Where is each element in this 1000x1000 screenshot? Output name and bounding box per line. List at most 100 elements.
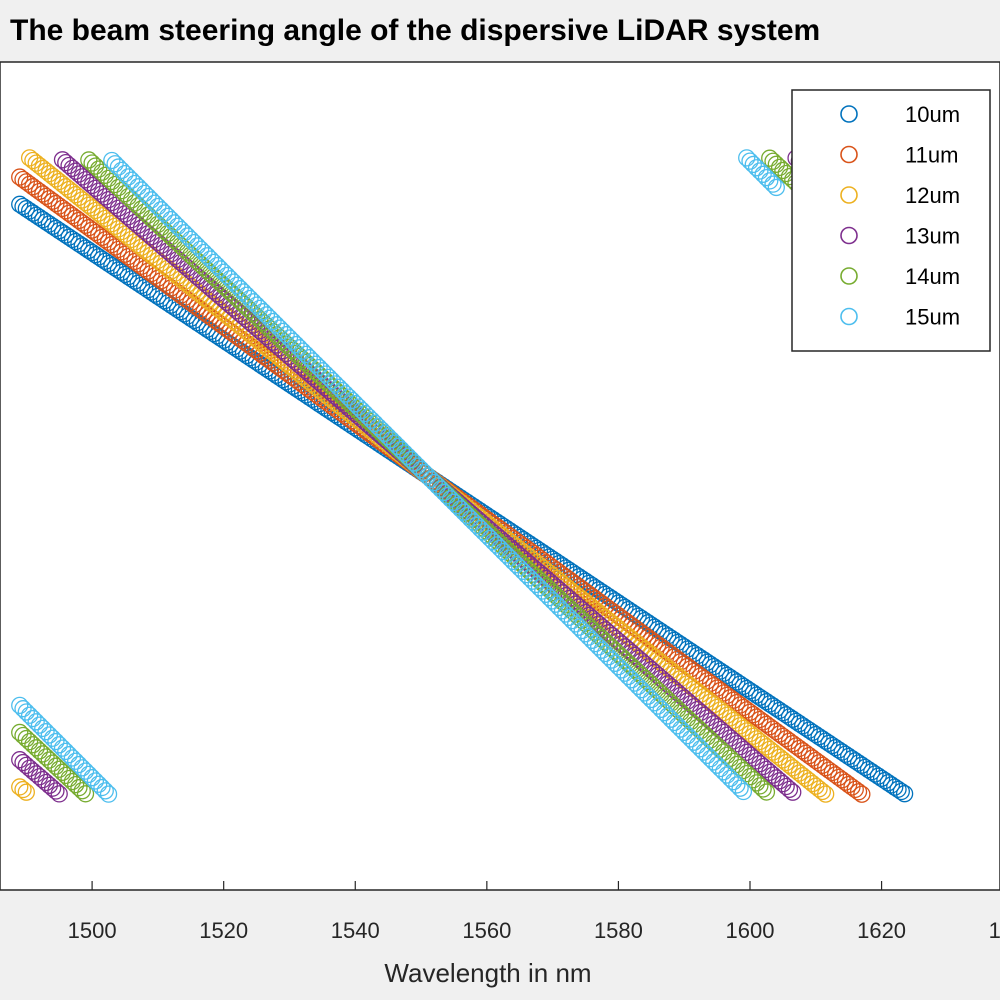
data-point	[24, 709, 42, 728]
data-point	[520, 569, 539, 587]
data-point	[619, 654, 637, 672]
data-point	[580, 628, 598, 646]
data-point	[770, 772, 789, 790]
data-point	[590, 638, 608, 656]
data-point	[705, 753, 723, 771]
x-tick-label: 1520	[199, 918, 248, 943]
data-point	[234, 283, 253, 301]
data-point	[849, 783, 868, 801]
data-point	[80, 173, 98, 192]
data-point	[599, 648, 618, 666]
data-point	[386, 434, 404, 452]
data-point	[218, 266, 236, 285]
data-point	[685, 733, 703, 751]
data-point	[596, 644, 614, 663]
data-point	[465, 513, 483, 531]
data-point	[507, 556, 526, 574]
data-point	[251, 299, 269, 318]
data-point	[50, 785, 68, 803]
data-point	[682, 730, 700, 748]
data-point	[402, 450, 420, 469]
data-point	[129, 178, 147, 196]
data-point	[583, 609, 601, 628]
data-point	[103, 193, 121, 212]
data-point	[853, 785, 871, 803]
legend-label: 12um	[905, 183, 960, 208]
data-point	[619, 667, 637, 686]
data-point	[448, 496, 466, 515]
data-point	[718, 766, 736, 784]
data-point	[642, 690, 660, 709]
data-point	[103, 172, 121, 191]
data-point	[20, 759, 39, 777]
data-point	[307, 355, 325, 373]
data-point	[90, 160, 108, 178]
data-point	[103, 151, 121, 170]
data-point	[215, 277, 233, 295]
data-point	[254, 324, 272, 343]
data-point	[649, 697, 667, 715]
data-point	[895, 785, 914, 803]
data-point	[83, 176, 101, 195]
data-point	[303, 352, 322, 370]
data-point	[149, 197, 167, 216]
x-axis: 1500 1520 1540 1560 1580 1600 1620 1640	[68, 881, 1000, 943]
data-point	[323, 372, 341, 390]
data-point	[195, 243, 213, 262]
data-point	[47, 732, 65, 751]
data-point	[11, 751, 29, 769]
data-point	[738, 764, 756, 783]
data-point	[34, 770, 52, 789]
data-point	[376, 424, 394, 442]
data-point	[382, 431, 401, 449]
data-point	[349, 398, 368, 416]
data-point	[665, 713, 683, 732]
data-point	[280, 329, 299, 347]
data-point	[422, 470, 440, 488]
data-point	[290, 339, 308, 357]
data-point	[497, 546, 516, 564]
data-point	[83, 154, 101, 172]
data-point	[711, 759, 730, 778]
data-point	[211, 260, 230, 278]
legend-item: 15um	[840, 305, 960, 330]
data-point	[488, 536, 506, 554]
data-point	[76, 171, 95, 189]
data-point	[192, 240, 210, 258]
data-point	[30, 768, 49, 786]
data-point	[728, 755, 746, 774]
data-point	[616, 664, 634, 682]
data-point	[155, 204, 174, 222]
data-point	[14, 753, 32, 772]
data-point	[764, 152, 782, 170]
data-point	[310, 358, 328, 377]
data-point	[188, 237, 207, 255]
data-point	[119, 208, 137, 226]
data-point	[109, 158, 128, 176]
data-point	[201, 250, 220, 268]
data-point	[228, 276, 246, 295]
data-point	[116, 205, 134, 223]
data-point	[675, 723, 693, 741]
data-point	[445, 493, 463, 511]
legend: 10um 11um 12um 13um 14um 15um	[791, 89, 991, 352]
data-point	[63, 772, 82, 791]
data-point	[379, 427, 397, 446]
legend-marker	[840, 186, 858, 204]
data-point	[113, 181, 131, 200]
data-point	[524, 572, 542, 590]
data-point	[53, 151, 72, 169]
data-point	[432, 480, 450, 498]
data-point	[116, 164, 134, 183]
data-point	[70, 755, 88, 774]
data-point	[645, 694, 664, 712]
x-tick-label: 1500	[68, 918, 117, 943]
data-point	[267, 316, 285, 334]
data-point	[244, 293, 262, 311]
data-point	[741, 746, 759, 764]
data-point	[221, 283, 239, 301]
data-point	[409, 457, 427, 475]
data-point	[14, 726, 32, 745]
data-point	[504, 552, 522, 571]
data-point	[395, 444, 414, 462]
